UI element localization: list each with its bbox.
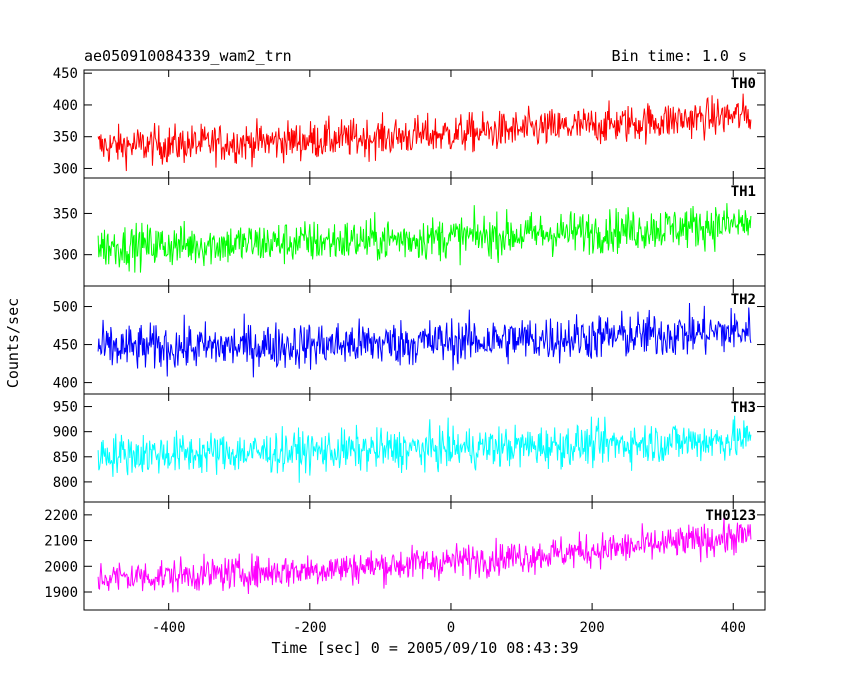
series-th3 (97, 415, 752, 483)
y-tick-label: 350 (53, 130, 78, 146)
x-axis: -400 -200 0 200 400 (152, 620, 746, 636)
x-axis-label: Time [sec] 0 = 2005/09/10 08:43:39 (271, 639, 578, 657)
y-axis-label: Counts/sec (4, 298, 22, 388)
series-th0123 (97, 517, 752, 595)
panel-th1: 300 350 TH1 (53, 177, 766, 287)
y-tick-label: 350 (53, 206, 78, 222)
x-tick-label: -200 (293, 620, 327, 636)
panel-label-th1: TH1 (731, 184, 756, 200)
chart-title: ae050910084339_wam2_trn (84, 47, 292, 65)
y-tick-label: 800 (53, 475, 78, 491)
series-th2 (97, 303, 752, 378)
y-tick-label: 300 (53, 248, 78, 264)
panel-label-th3: TH3 (731, 400, 756, 416)
y-tick-label: 400 (53, 98, 78, 114)
panel-label-th2: TH2 (731, 292, 756, 308)
panel-frame (83, 501, 766, 611)
y-tick-label: 450 (53, 338, 78, 354)
x-tick-label: 0 (447, 620, 455, 636)
x-tick-label: 400 (721, 620, 746, 636)
series-th0 (97, 93, 752, 172)
panel-th2: 400 450 500 TH2 (53, 285, 766, 395)
y-tick-label: 1900 (44, 585, 78, 601)
panel-th3: 800 850 900 950 TH3 (53, 393, 766, 503)
y-tick-label: 2100 (44, 534, 78, 550)
x-tick-label: 200 (579, 620, 604, 636)
bin-time-label: Bin time: 1.0 s (612, 47, 747, 65)
panel-th0: 300 350 400 450 TH0 (53, 66, 766, 179)
y-tick-label: 500 (53, 300, 78, 316)
y-tick-label: 2200 (44, 508, 78, 524)
panel-label-th0: TH0 (731, 76, 756, 92)
panel-frame (83, 177, 766, 287)
y-tick-label: 950 (53, 400, 78, 416)
y-tick-label: 400 (53, 376, 78, 392)
y-tick-label: 2000 (44, 559, 78, 575)
panel-th0123: 1900 2000 2100 2200 TH0123 (44, 501, 766, 611)
series-th1 (97, 203, 752, 273)
y-tick-label: 850 (53, 450, 78, 466)
y-tick-label: 300 (53, 161, 78, 177)
panel-label-th0123: TH0123 (705, 508, 756, 524)
y-tick-label: 900 (53, 425, 78, 441)
x-tick-label: -400 (152, 620, 186, 636)
y-tick-label: 450 (53, 66, 78, 82)
